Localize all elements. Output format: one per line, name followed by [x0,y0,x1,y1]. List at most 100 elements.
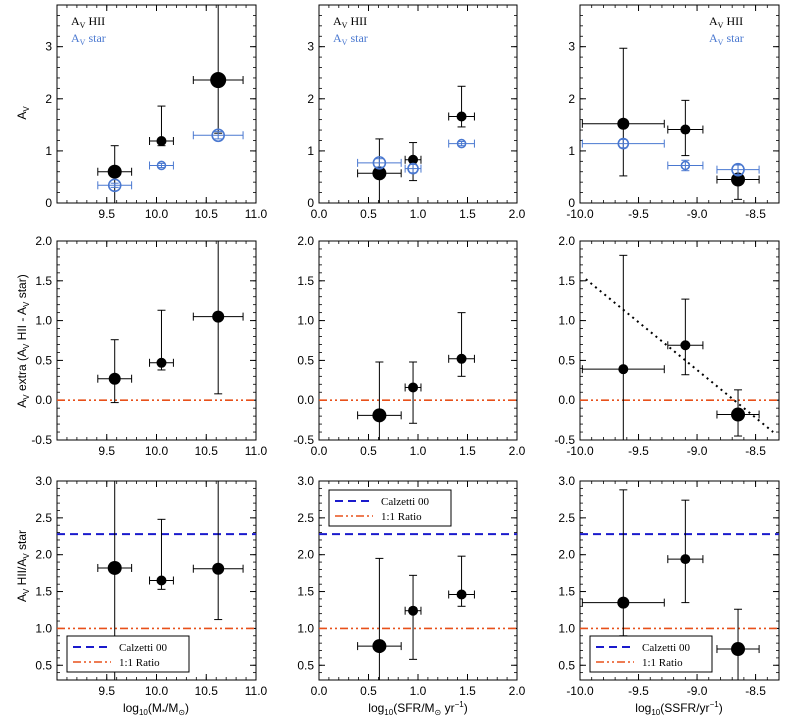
x-tick-label: 1.5 [459,207,476,221]
x-tick-label: -8.5 [745,207,766,221]
x-tick-label: 0.5 [360,684,377,698]
x-tick-label: -8.5 [745,444,766,458]
y-tick-label: 0 [45,196,52,210]
legend-ratio-label: 1:1 Ratio [642,657,683,669]
plot-area [57,241,256,404]
y-tick-label: 0 [568,196,575,210]
data-point [156,357,167,368]
x-tick-label: 1.0 [410,684,427,698]
y-tick-label: 2.5 [558,511,575,525]
y-tick-label: 2 [45,92,52,106]
y-tick-label: 0.0 [558,393,575,407]
legend-ratio-label: 1:1 Ratio [119,657,160,669]
plot-area [97,5,244,203]
x-tick-label: 0.0 [311,207,328,221]
y-tick-label: 0.5 [297,658,314,672]
plot-frame [318,240,518,441]
data-point [731,172,746,187]
y-tick-label: 1.0 [35,314,52,328]
data-point [680,340,691,351]
y-tick-label: 0 [307,196,314,210]
x-tick-label: 9.5 [98,207,115,221]
legend-box: Calzetti 00 1:1 Ratio [328,489,452,527]
plot-area [357,85,475,203]
data-point [408,605,419,616]
plot-area [580,254,779,440]
legend-star: AV star [709,31,744,47]
x-tick-label: -8.5 [745,684,766,698]
x-tick-label: 11.0 [245,444,268,458]
y-tick-label: -0.5 [293,433,314,447]
plot-area [581,47,760,200]
legend-ratio-label: 1:1 Ratio [381,511,422,523]
x-tick-label: 10.5 [195,207,219,221]
data-point [618,364,629,375]
panel-row2-col3: -10.0 -9.5 -9.0 -8.5 -0.5 0.0 0.5 1.0 1.5 2.0 [554,234,780,458]
y-tick-label: 1 [307,144,314,158]
data-point [156,575,167,586]
legend-hii: AV HII [333,14,367,30]
panel-row2-col1: 9.5 10.0 10.5 11.0 -0.5 0.0 0.5 1.0 1.5 2.0 [31,234,267,458]
x-tick-label: 11.0 [245,207,268,221]
legend-frame [66,635,190,673]
y-label-row1: AV [15,106,31,120]
y-tick-label: 3.0 [297,474,314,488]
data-point [372,408,387,423]
y-tick-label: 1.0 [297,314,314,328]
data-point [408,154,419,165]
data-point [617,596,630,609]
data-point [212,562,225,575]
y-tick-label: 3.0 [558,474,575,488]
x-tick-label: 1.5 [459,684,476,698]
data-point-star [407,162,419,175]
data-point [731,642,746,657]
y-tick-label: 2.5 [297,511,314,525]
panel-row3-col2: 0.0 0.5 1.0 1.5 2.0 0.5 1.0 1.5 2.0 2.5 3.0 Calzett… [297,474,525,698]
data-point-star [372,156,387,170]
x-tick-label: 9.5 [98,684,115,698]
x-tick-label: 10.0 [145,207,169,221]
x-tick-label: 1.5 [459,444,476,458]
legend-star: AV star [71,31,106,47]
x-tick-label: 0.0 [311,444,328,458]
x-label-col3: log10(SSFR/yr−1) [635,700,722,717]
x-tick-label: -9.5 [628,207,649,221]
data-point [156,135,167,146]
plot-frame [579,4,780,204]
legend-calzetti-label: Calzetti 00 [642,642,690,654]
data-point [372,166,387,181]
data-point [372,639,387,654]
legend-frame [328,489,452,527]
legend-box: Calzetti 00 1:1 Ratio [66,635,190,673]
data-point [617,117,630,130]
legend-frame [589,635,713,673]
y-tick-label: 3 [45,40,52,54]
y-tick-label: 2 [568,92,575,106]
legend-calzetti-label: Calzetti 00 [381,496,429,508]
y-tick-label: 3 [568,40,575,54]
y-tick-label: 0.5 [35,658,52,672]
x-tick-label: 0.5 [360,207,377,221]
data-point-star [211,128,225,143]
data-point [210,72,227,89]
data-point [731,407,746,422]
y-tick-label: 0.0 [35,393,52,407]
data-point [456,111,467,122]
data-point-star [456,138,467,149]
data-point-star [107,178,122,193]
x-label-col1: log10(M*/M⊙) [123,701,189,717]
x-tick-label: -10.0 [566,444,594,458]
x-tick-label: 2.0 [509,207,526,221]
y-tick-label: 1.0 [558,621,575,635]
data-point-star [680,160,691,171]
y-tick-label: 1.0 [35,621,52,635]
y-tick-label: 2.0 [297,548,314,562]
x-tick-label: 11.0 [245,684,268,698]
y-tick-label: -0.5 [31,433,52,447]
y-tick-label: 2.5 [35,511,52,525]
y-tick-label: 2.0 [297,234,314,248]
